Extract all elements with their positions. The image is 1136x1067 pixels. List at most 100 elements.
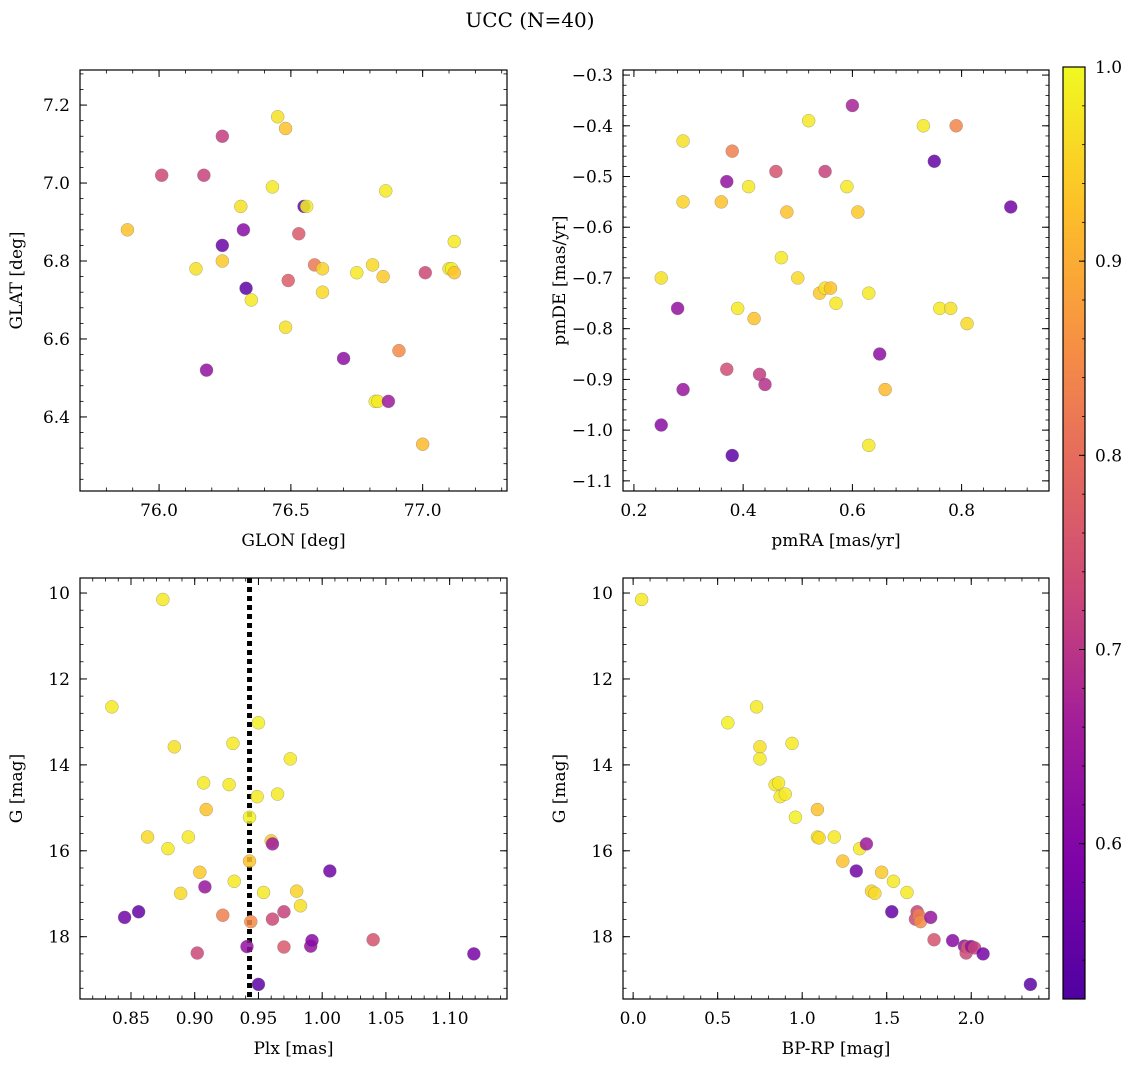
scatter-point [862, 438, 876, 453]
scatter-point [265, 837, 280, 851]
panel-3: 0.85 0.90 0.95 1.00 1.05 1.10 10 12 14 16 18 Plx [m… [7, 577, 508, 1059]
scatter-point [923, 910, 938, 925]
x-axis-label: BP-RP [mag] [782, 1039, 891, 1059]
y-tick-label: −0.4 [572, 117, 613, 137]
scatter-point [250, 789, 264, 804]
scatter-point [299, 199, 314, 214]
y-tick-label: 18 [591, 928, 613, 948]
scatter-point [242, 854, 257, 868]
scatter-point [874, 865, 889, 880]
scatter-point [156, 592, 170, 607]
scatter-point [916, 119, 931, 133]
scatter-point [379, 184, 393, 198]
scatter-point [878, 382, 892, 397]
y-tick-label: 10 [591, 584, 613, 604]
y-tick-label: 12 [591, 670, 613, 690]
scatter-point [721, 716, 735, 730]
scatter-point [198, 880, 212, 894]
colorbar: 0.6 0.7 0.8 0.9 1.0 [1062, 58, 1122, 1000]
scatter-point [193, 865, 207, 880]
scatter-point [823, 281, 838, 295]
x-axis-label: Plx [mas] [253, 1039, 333, 1059]
scatter-point [791, 271, 805, 285]
x-tick-label: 0.4 [730, 501, 757, 521]
scatter-point [173, 886, 188, 901]
scatter-point [862, 286, 876, 300]
scatter-point [634, 592, 649, 607]
x-tick-label: 0.2 [620, 501, 647, 521]
scatter-point [810, 802, 825, 817]
panel-2: 0.2 0.4 0.6 0.8 −1.1 −1.0 −0.9 −0.8 −0.7 −0.6 −0.5… [550, 66, 1050, 551]
scatter-point [366, 932, 380, 947]
scatter-point [292, 226, 306, 241]
scatter-point [215, 254, 230, 268]
scatter-point [381, 394, 396, 409]
y-tick-label: 14 [48, 756, 70, 776]
scatter-point [117, 910, 132, 925]
x-tick-label: 2.0 [958, 1009, 985, 1029]
y-tick-label: −0.7 [572, 269, 613, 289]
x-axis-label: GLON [deg] [241, 531, 345, 551]
scatter-point [730, 301, 745, 316]
x-tick-label: 0.6 [839, 501, 866, 521]
colorbar-tick-label: 0.7 [1095, 641, 1122, 661]
scatter-point [836, 854, 850, 868]
scatter-point [270, 110, 285, 124]
scatter-point [949, 119, 963, 133]
scatter-point [725, 448, 739, 463]
y-tick-label: −1.0 [572, 421, 613, 441]
colorbar-tick-label: 1.0 [1095, 58, 1122, 78]
scatter-point [720, 174, 734, 189]
y-axis-label: pmDE [mas/yr] [550, 215, 570, 345]
scatter-point [240, 939, 254, 954]
scatter-point [376, 269, 390, 284]
scatter-point [289, 884, 304, 898]
scatter-point [769, 164, 783, 179]
scatter-point [753, 740, 767, 754]
scatter-point [234, 199, 248, 214]
scatter-point [840, 179, 854, 194]
scatter-point [1023, 977, 1038, 992]
scatter-series [634, 592, 1038, 992]
x-tick-label: 0.85 [112, 1009, 150, 1029]
scatter-point [818, 164, 832, 179]
y-tick-label: 7.0 [43, 174, 70, 194]
scatter-point [868, 886, 882, 901]
scatter-point [859, 837, 874, 851]
y-axis-label: G [mag] [7, 754, 27, 823]
scatter-point [827, 830, 842, 844]
y-axis-label: GLAT [deg] [7, 231, 27, 329]
scatter-point [785, 736, 799, 751]
scatter-point [392, 343, 406, 358]
scatter-point [753, 752, 767, 766]
scatter-point [670, 301, 685, 316]
scatter-point [447, 265, 462, 280]
axes-frame [79, 577, 508, 1000]
scatter-point [293, 899, 308, 913]
scatter-point [415, 437, 430, 451]
x-tick-label: 1.5 [873, 1009, 900, 1029]
scatter-point [305, 933, 319, 948]
scatter-point [131, 905, 146, 919]
scatter-point [265, 180, 280, 194]
scatter-point [105, 700, 119, 714]
scatter-point [140, 830, 155, 844]
y-tick-label: 14 [591, 756, 613, 776]
scatter-point [236, 223, 251, 237]
scatter-point [749, 700, 764, 714]
scatter-point [251, 977, 266, 992]
scatter-point [283, 752, 298, 766]
colorbar-gradient [1063, 67, 1085, 999]
x-axis-label: pmRA [mas/yr] [771, 531, 900, 551]
scatter-point [251, 716, 266, 730]
scatter-point [851, 205, 865, 219]
x-tick-label: 76.0 [140, 501, 178, 521]
scatter-point [281, 273, 295, 288]
scatter-point [927, 154, 942, 169]
x-tick-label: 1.10 [431, 1009, 469, 1029]
scatter-point [120, 223, 135, 237]
scatter-point [1004, 200, 1018, 214]
scatter-point [676, 195, 690, 209]
y-tick-label: 18 [48, 928, 70, 948]
